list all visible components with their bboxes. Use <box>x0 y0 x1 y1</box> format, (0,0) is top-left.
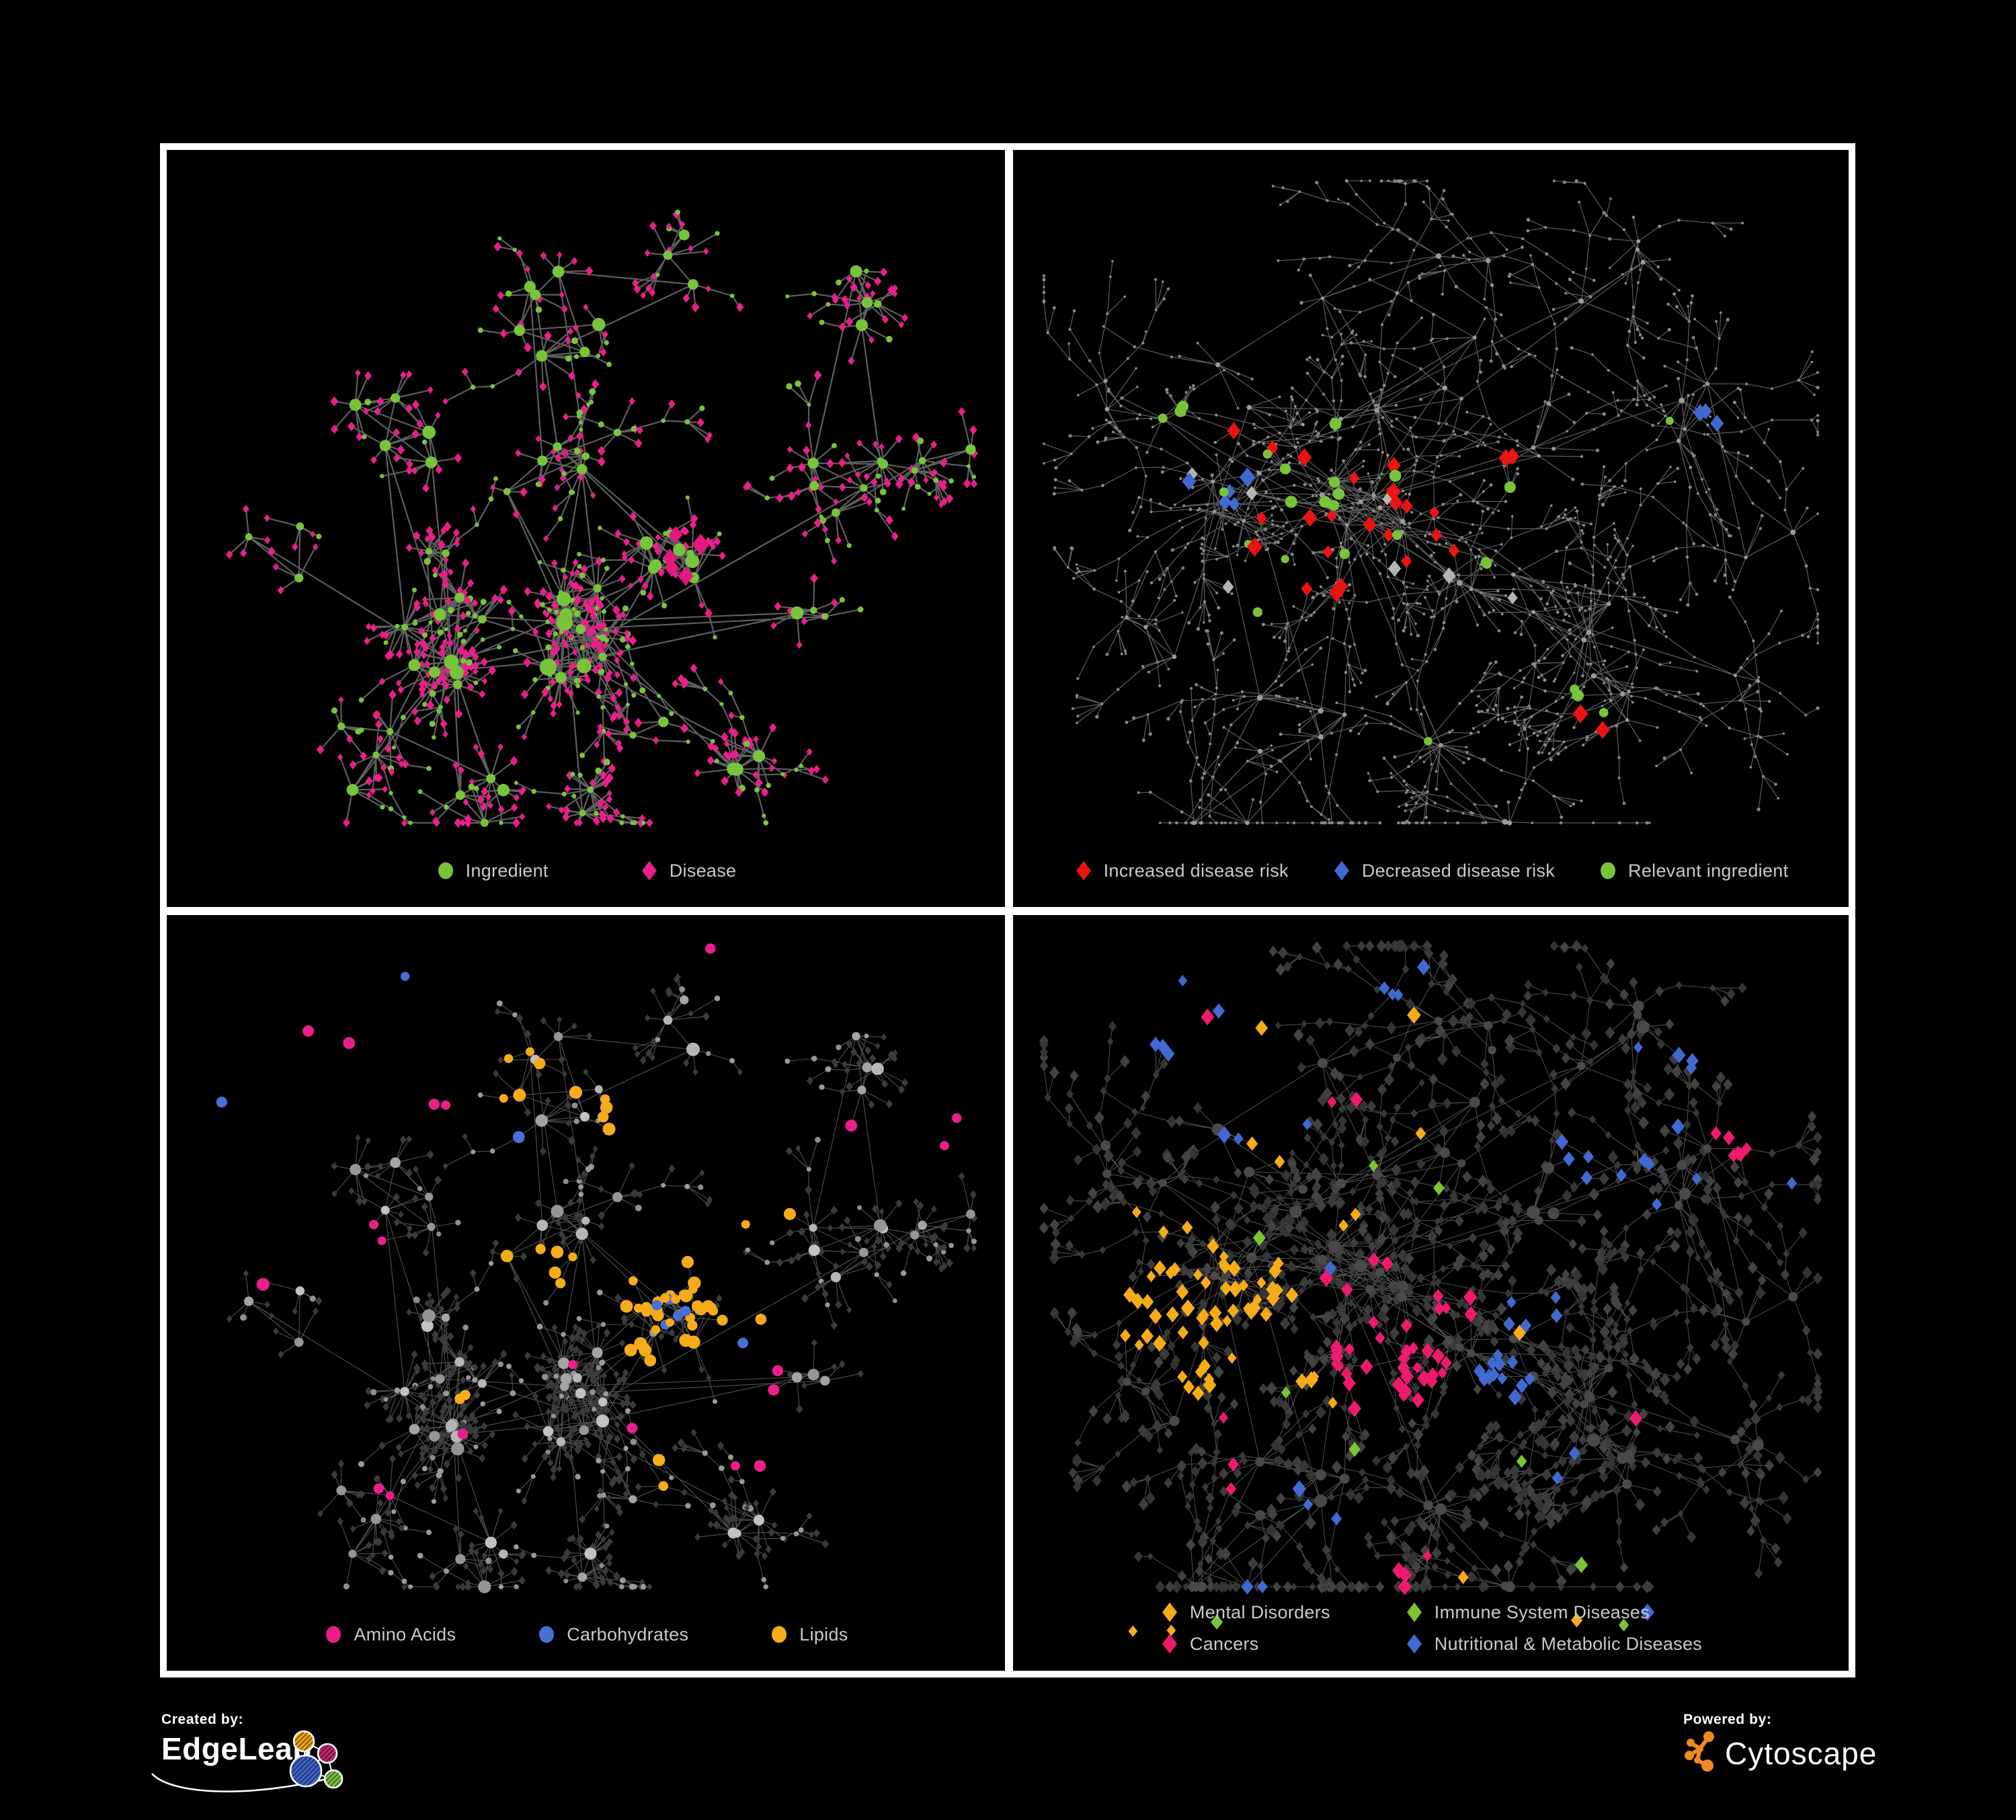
created-by-label: Created by: <box>161 1712 244 1727</box>
edgeleap-wordmark: EdgeLeap <box>161 1731 312 1766</box>
legend-item-lipids: Lipids <box>769 1624 848 1645</box>
amino-acids-circle-icon <box>323 1624 344 1645</box>
powered-by-label: Powered by: <box>1683 1712 1772 1727</box>
legend-ingredient-classes: Amino Acids Carbohydrates Lipids <box>167 1624 1005 1645</box>
legend-disease-risk: Increased disease risk Decreased disease… <box>1013 860 1849 881</box>
edgeleap-logo: Created by: EdgeLeap <box>151 1712 363 1799</box>
legend-label: Carbohydrates <box>567 1624 689 1645</box>
cytoscape-logo: Powered by: Cytoscape <box>1683 1712 1885 1799</box>
mental-disorders-diamond-icon <box>1160 1601 1180 1623</box>
legend-item-carbohydrates: Carbohydrates <box>536 1624 688 1645</box>
ingredient-disease-network-canvas <box>167 150 1005 907</box>
ingredient-circle-icon <box>436 860 456 881</box>
network-grid: Ingredient Disease Increased disease ris… <box>160 143 1855 1677</box>
panel-ingredient-disease: Ingredient Disease <box>167 150 1005 907</box>
legend-item-disease: Disease <box>639 860 737 881</box>
cytoscape-wordmark: Cytoscape <box>1725 1735 1878 1771</box>
legend-ingredient-disease: Ingredient Disease <box>167 860 1005 881</box>
legend-item-cancers: Cancers <box>1160 1633 1330 1655</box>
nutritional-metabolic-diseases-diamond-icon <box>1404 1633 1424 1655</box>
legend-label: Immune System Diseases <box>1434 1601 1650 1622</box>
legend-label: Increased disease risk <box>1103 860 1289 881</box>
carbohydrates-circle-icon <box>536 1624 557 1645</box>
lipids-circle-icon <box>769 1624 789 1645</box>
legend-item-amino-acids: Amino Acids <box>323 1624 456 1645</box>
panel-disease-risk: Increased disease risk Decreased disease… <box>1013 150 1849 907</box>
legend-label: Disease <box>669 860 737 881</box>
panel-disease-categories: Mental Disorders Immune System Diseases … <box>1013 915 1849 1671</box>
disease-risk-network-canvas <box>1013 150 1849 907</box>
legend-item-nutritional-metabolic-diseases: Nutritional & Metabolic Diseases <box>1404 1633 1702 1655</box>
legend-disease-categories: Mental Disorders Immune System Diseases … <box>1013 1601 1849 1655</box>
immune-system-diseases-diamond-icon <box>1404 1601 1424 1623</box>
legend-label: Mental Disorders <box>1189 1601 1330 1622</box>
cytoscape-network-icon <box>1683 1731 1718 1776</box>
relevant-ingredient-circle-icon <box>1598 860 1618 881</box>
legend-item-ingredient: Ingredient <box>436 860 549 881</box>
legend-item-relevant-ingredient: Relevant ingredient <box>1598 860 1788 881</box>
legend-label: Cancers <box>1189 1633 1259 1654</box>
legend-item-decreased-risk: Decreased disease risk <box>1332 860 1555 881</box>
legend-item-increased-risk: Increased disease risk <box>1074 860 1289 881</box>
cancers-diamond-icon <box>1160 1633 1180 1655</box>
legend-label: Nutritional & Metabolic Diseases <box>1434 1633 1703 1654</box>
legend-label: Lipids <box>799 1624 848 1645</box>
decreased-risk-diamond-icon <box>1332 860 1352 881</box>
legend-label: Ingredient <box>465 860 549 881</box>
ingredient-class-network-canvas <box>167 915 1005 1671</box>
legend-label: Decreased disease risk <box>1361 860 1556 881</box>
disease-diamond-icon <box>639 860 659 881</box>
panel-ingredient-classes: Amino Acids Carbohydrates Lipids <box>167 915 1005 1671</box>
legend-label: Relevant ingredient <box>1628 860 1789 881</box>
legend-item-mental-disorders: Mental Disorders <box>1160 1601 1330 1623</box>
legend-label: Amino Acids <box>354 1624 456 1645</box>
disease-category-network-canvas <box>1013 915 1849 1671</box>
increased-risk-diamond-icon <box>1074 860 1094 881</box>
legend-item-immune-system-diseases: Immune System Diseases <box>1404 1601 1702 1623</box>
